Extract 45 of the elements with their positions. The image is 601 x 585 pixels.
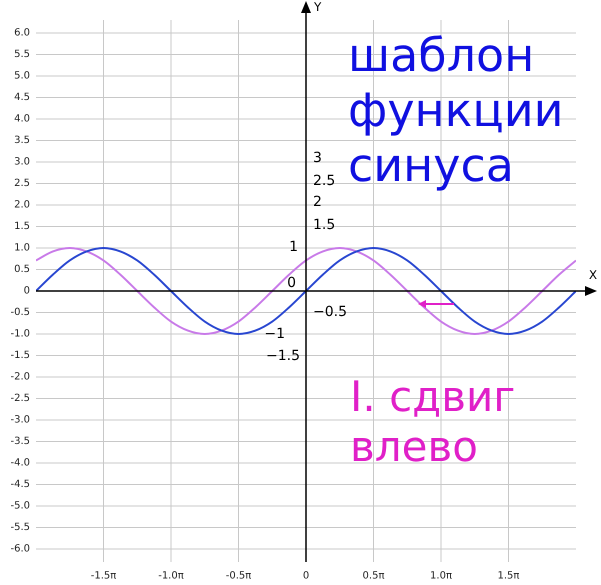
x-tick-label: -0.5π: [226, 570, 252, 582]
y-tick-label: -3.5: [10, 436, 30, 448]
annotation: −0.5: [313, 304, 347, 320]
annotation: −1: [264, 326, 285, 342]
x-tick-label: 0: [302, 570, 310, 582]
y-tick-label: -6.0: [10, 544, 30, 555]
y-tick-label: 0.5: [14, 264, 30, 276]
x-tick-label: 1.5π: [498, 570, 520, 582]
y-axis-title: Y: [313, 0, 322, 14]
y-tick-label: -5.5: [10, 522, 30, 534]
annotation: I. сдвиг влево: [350, 372, 516, 472]
annotation: 3: [313, 150, 322, 166]
y-tick-label: -0.5: [10, 307, 30, 318]
y-tick-label: -5.0: [10, 500, 30, 512]
y-tick-label: -3.0: [10, 414, 30, 426]
y-tick-label: 1.0: [14, 242, 30, 254]
y-tick-label: 0: [24, 286, 30, 297]
y-tick-label: -4.5: [10, 479, 30, 490]
annotation: 1.5: [313, 217, 336, 233]
x-tick-label: 0.5π: [362, 570, 384, 582]
y-tick-label: 1.5: [14, 221, 30, 232]
x-tick-label: -1.0π: [158, 570, 184, 582]
y-tick-label: 6.0: [14, 28, 30, 38]
annotation: 2: [313, 194, 322, 210]
y-tick-label: 2.0: [14, 200, 30, 211]
y-tick-label: -2.0: [10, 372, 30, 383]
annotation: 0: [287, 275, 296, 291]
y-tick-label: 3.0: [14, 156, 30, 168]
y-tick-label: -2.5: [10, 393, 30, 404]
x-tick-label: 1.0π: [430, 570, 452, 582]
y-tick-label: 3.5: [14, 135, 30, 146]
y-tick-label: 5.5: [14, 49, 30, 60]
x-tick-label: -1.5π: [90, 570, 116, 582]
y-tick-label: -4.0: [10, 458, 30, 469]
annotation: 1: [289, 239, 298, 255]
y-tick-label: -1.5: [10, 350, 30, 362]
annotation: −1.5: [266, 348, 300, 364]
y-tick-label: -1.0: [10, 328, 30, 340]
y-tick-label: 2.5: [14, 178, 30, 190]
annotation: 2.5: [313, 173, 336, 189]
text: шаблон функции синуса: [348, 28, 565, 193]
x-axis-title: X: [588, 268, 598, 282]
y-tick-label: 4.5: [14, 92, 30, 104]
y-tick-label: 5.0: [14, 70, 30, 82]
y-tick-label: 4.0: [14, 114, 30, 125]
